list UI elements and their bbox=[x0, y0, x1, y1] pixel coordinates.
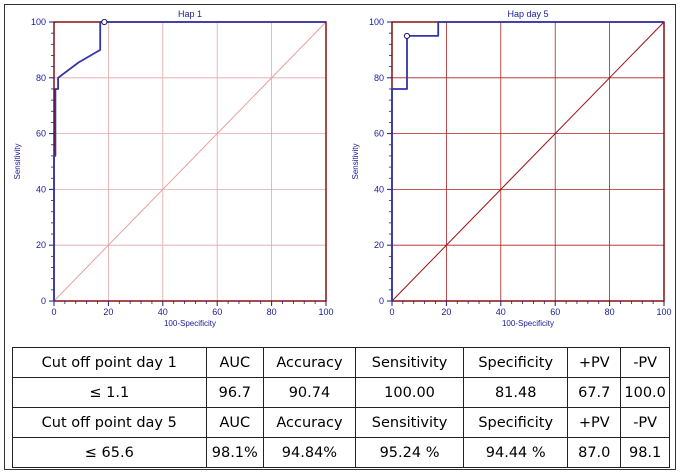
table-cell: 98.1% bbox=[205, 437, 265, 468]
table-cell: -PV bbox=[620, 407, 670, 438]
x-tick-label: 40 bbox=[158, 307, 168, 317]
table-cell: Accuracy bbox=[263, 407, 356, 438]
table-cell: +PV bbox=[567, 347, 622, 378]
y-tick-label: 60 bbox=[374, 129, 384, 139]
y-tick-label: 20 bbox=[36, 240, 46, 250]
table-cell: 96.7 bbox=[205, 377, 265, 408]
roc-chart-hap-1: Hap 1 0 20 40 60 80 100 0 20 40 60 80 100 100-Specifi… bbox=[13, 9, 334, 328]
table-header-row: Cut off point day 1 AUC Accuracy Sensitivit… bbox=[12, 347, 670, 378]
y-tick-label: 40 bbox=[36, 184, 46, 194]
x-tick-label: 100 bbox=[656, 307, 671, 317]
y-tick-label: 100 bbox=[31, 17, 46, 27]
table-cell: 94.84% bbox=[263, 437, 356, 468]
y-tick-label: 20 bbox=[374, 240, 384, 250]
table-cell: 81.48 bbox=[463, 377, 569, 408]
y-tick-label: 0 bbox=[41, 296, 46, 306]
roc-chart-hap-day-5: Hap day 5 0 20 40 60 80 100 0 20 40 60 80 100 100-Spe… bbox=[351, 9, 672, 328]
table-cell: Sensitivity bbox=[354, 347, 465, 378]
table-cell: 90.74 bbox=[263, 377, 356, 408]
diagonal-reference-line bbox=[53, 21, 327, 302]
table-row: ≤ 65.6 98.1% 94.84% 95.24 % 94.44 % 87.0 98.1 bbox=[12, 437, 670, 468]
x-tick-label: 0 bbox=[389, 307, 394, 317]
table-cell: Cut off point day 1 bbox=[12, 347, 207, 378]
table-cell: Specificity bbox=[463, 407, 569, 438]
table-cell: Specificity bbox=[463, 347, 569, 378]
x-tick-label: 0 bbox=[51, 307, 56, 317]
table-cell: AUC bbox=[205, 407, 265, 438]
table-cell: -PV bbox=[620, 347, 670, 378]
table-cell: Sensitivity bbox=[354, 407, 465, 438]
y-axis-title: Sensitivity bbox=[351, 143, 360, 179]
chart-title: Hap day 5 bbox=[507, 9, 548, 19]
table-cell: Cut off point day 5 bbox=[12, 407, 207, 438]
y-tick-label: 40 bbox=[374, 184, 384, 194]
table-row: ≤ 1.1 96.7 90.74 100.00 81.48 67.7 100.0 bbox=[12, 377, 670, 408]
x-tick-label: 100 bbox=[318, 307, 333, 317]
y-tick-label: 80 bbox=[36, 73, 46, 83]
x-tick-label: 80 bbox=[267, 307, 277, 317]
figure-frame bbox=[4, 4, 676, 470]
x-tick-label: 60 bbox=[550, 307, 560, 317]
cutoff-point-marker bbox=[403, 32, 411, 40]
table-cell: 100.0 bbox=[620, 377, 670, 408]
y-tick-label: 100 bbox=[369, 17, 384, 27]
diagonal-reference-line bbox=[391, 21, 665, 302]
table-cell: ≤ 65.6 bbox=[12, 437, 207, 468]
x-tick-label: 60 bbox=[212, 307, 222, 317]
y-tick-label: 0 bbox=[379, 296, 384, 306]
table-cell: 95.24 % bbox=[354, 437, 465, 468]
cutoff-point-marker bbox=[101, 18, 108, 26]
metrics-table: Cut off point day 1 AUC Accuracy Sensitivit… bbox=[12, 347, 670, 468]
y-axis-title: Sensitivity bbox=[13, 143, 22, 179]
table-cell: Accuracy bbox=[263, 347, 356, 378]
x-tick-label: 20 bbox=[103, 307, 113, 317]
table-cell: AUC bbox=[205, 347, 265, 378]
table-cell: 94.44 % bbox=[463, 437, 569, 468]
x-axis-title: 100-Specificity bbox=[164, 319, 216, 328]
table-cell: ≤ 1.1 bbox=[12, 377, 207, 408]
y-tick-label: 80 bbox=[374, 73, 384, 83]
chart-title: Hap 1 bbox=[178, 9, 202, 19]
x-tick-label: 20 bbox=[441, 307, 451, 317]
y-tick-label: 60 bbox=[36, 129, 46, 139]
x-tick-label: 80 bbox=[605, 307, 615, 317]
x-tick-label: 40 bbox=[496, 307, 506, 317]
table-cell: 98.1 bbox=[620, 437, 670, 468]
table-cell: 67.7 bbox=[567, 377, 622, 408]
table-cell: 87.0 bbox=[567, 437, 622, 468]
table-header-row: Cut off point day 5 AUC Accuracy Sensitivit… bbox=[12, 407, 670, 438]
x-axis-title: 100-Specificity bbox=[502, 319, 554, 328]
table-cell: +PV bbox=[567, 407, 622, 438]
table-cell: 100.00 bbox=[354, 377, 465, 408]
